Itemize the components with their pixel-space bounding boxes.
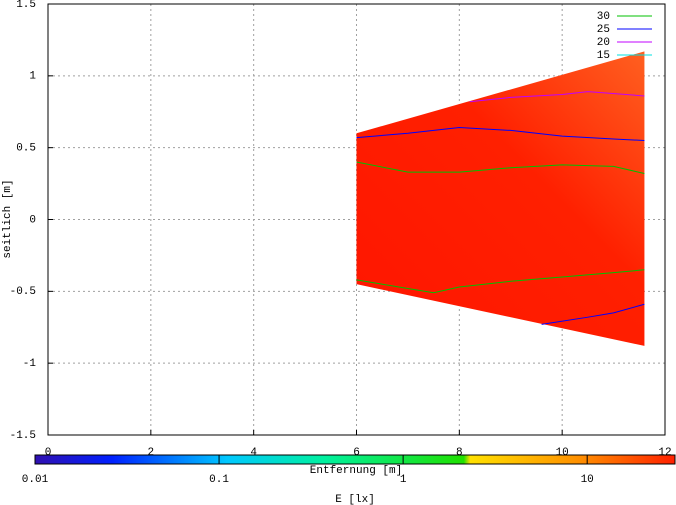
contour-line [469,91,645,103]
legend-label: 20 [597,37,610,49]
colorbar-label: E [lx] [335,494,375,505]
y-axis-label: seitlich [m] [2,179,14,258]
y-tick-label: -1 [23,358,37,370]
colorbar [34,454,676,465]
x-tick-label: 8 [456,447,463,459]
y-tick-label: 0.5 [16,143,36,155]
plot-border [47,3,666,436]
y-tick-label: 1 [29,71,36,83]
legend-label: 15 [597,50,610,62]
legend-label: 25 [597,24,610,36]
y-tick-label: -1.5 [10,430,36,442]
colorbar-tick-label: 0.01 [22,474,49,486]
contour-line [356,161,645,294]
x-tick-label: 6 [353,447,360,459]
field-region [356,51,645,346]
colorbar-tick-label: 10 [581,474,594,486]
x-tick-label: 4 [250,447,257,459]
x-tick-label: 0 [45,447,52,459]
x-axis-label: Entfernung [m] [310,465,402,477]
colorbar-tick-label: 1 [400,474,407,486]
x-tick-label: 2 [148,447,155,459]
y-tick-label: -0.5 [10,286,36,298]
y-tick-label: 1.5 [16,0,36,11]
y-tick-label: 0 [29,214,36,226]
legend-label: 30 [597,11,610,23]
contour-line [356,127,645,325]
colorbar-tick-label: 0.1 [209,474,229,486]
